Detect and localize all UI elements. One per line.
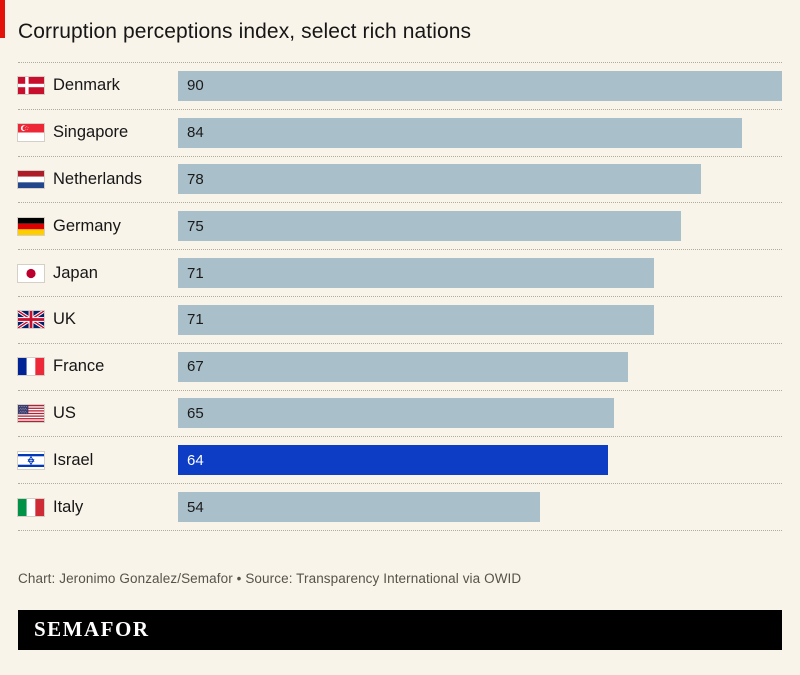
singapore-flag-icon [18,124,44,142]
bar-row-uk: UK 71 [18,297,782,344]
chart-title: Corruption perceptions index, select ric… [18,20,472,43]
israel-flag-icon [18,451,44,469]
row-label: Singapore [18,123,178,142]
germany-flag-icon [18,217,44,235]
bar-track: 78 [178,164,782,195]
bar-row-singapore: Singapore 84 [18,110,782,157]
italy-flag-icon [18,498,44,516]
bar-value-label: 64 [187,451,204,469]
bar: 90 [178,70,782,101]
bar-row-japan: Japan 71 [18,250,782,297]
bar-value-label: 71 [187,311,204,329]
bar-track: 64 [178,445,782,476]
row-label: France [18,357,178,376]
country-label: Israel [53,450,94,469]
title-divider [18,62,782,63]
country-label: Japan [53,263,98,282]
bar-track: 65 [178,398,782,429]
country-label: UK [53,310,76,329]
country-label: US [53,403,76,422]
chart-credit: Chart: Jeronimo Gonzalez/Semafor • Sourc… [18,570,522,586]
bar-value-label: 78 [187,170,204,188]
bar-track: 84 [178,117,782,148]
row-label: Italy [18,498,178,517]
row-label: UK [18,310,178,329]
semafor-logo: SEMAFOR [34,617,150,642]
country-label: Netherlands [53,169,142,188]
bar-track: 75 [178,211,782,242]
us-flag-icon [18,404,44,422]
chart-card: Corruption perceptions index, select ric… [18,20,782,650]
france-flag-icon [18,358,44,376]
bar: 71 [178,258,655,289]
bar: 71 [178,304,655,335]
bar-track: 90 [178,70,782,101]
country-label: Singapore [53,123,129,142]
bar-row-israel: Israel 64 [18,437,782,485]
bar: 65 [178,398,615,429]
netherlands-flag-icon [18,170,44,188]
row-label: Israel [18,451,178,470]
bar-value-label: 75 [187,217,204,235]
bar-value-label: 84 [187,124,204,142]
bar-row-denmark: Denmark 90 [18,63,782,110]
row-label: Netherlands [18,170,178,189]
row-label: US [18,404,178,423]
country-label: Denmark [53,76,120,95]
bar-value-label: 54 [187,498,204,516]
bar: 67 [178,351,628,382]
bar-track: 67 [178,351,782,382]
bar-row-italy: Italy 54 [18,484,782,531]
bar-value-label: 65 [187,404,204,422]
bar-row-france: France 67 [18,344,782,391]
bar: 75 [178,211,682,242]
red-accent-mark [0,0,5,38]
bar-value-label: 67 [187,358,204,376]
bar-track: 71 [178,304,782,335]
bar-track: 54 [178,492,782,523]
semafor-logo-bar: SEMAFOR [18,609,782,650]
row-label: Denmark [18,76,178,95]
bar-row-netherlands: Netherlands 78 [18,157,782,204]
uk-flag-icon [18,311,44,329]
bar: 54 [178,492,541,523]
bar-value-label: 71 [187,264,204,282]
bar-row-us: US 65 [18,391,782,438]
bar: 84 [178,117,742,148]
bar: 64 [178,445,608,476]
bar-row-germany: Germany 75 [18,203,782,251]
country-label: Germany [53,216,121,235]
country-label: Italy [53,497,84,516]
bar-value-label: 90 [187,77,204,95]
row-label: Germany [18,217,178,236]
denmark-flag-icon [18,77,44,95]
bar-track: 71 [178,258,782,289]
row-label: Japan [18,264,178,283]
country-label: France [53,357,105,376]
bar-chart: Denmark 90 Singapore 84 Netherla [18,63,782,531]
bar: 78 [178,164,702,195]
japan-flag-icon [18,264,44,282]
